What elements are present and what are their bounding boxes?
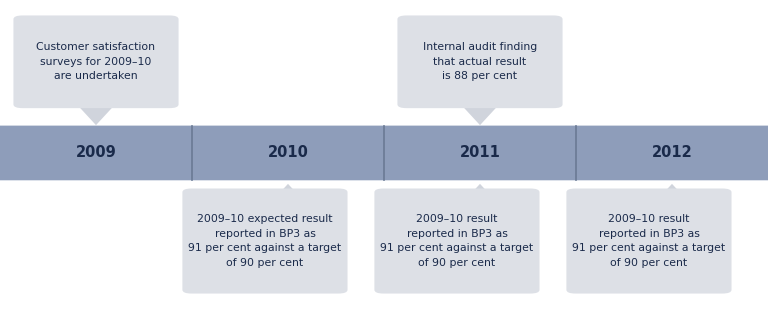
FancyBboxPatch shape [182, 188, 347, 294]
Polygon shape [460, 184, 500, 205]
Polygon shape [460, 104, 500, 125]
Polygon shape [76, 104, 116, 125]
FancyBboxPatch shape [397, 15, 562, 108]
Polygon shape [652, 184, 692, 205]
Text: Internal audit finding
that actual result
is 88 per cent: Internal audit finding that actual resul… [423, 42, 537, 81]
FancyBboxPatch shape [374, 188, 539, 294]
Text: 2009–10 result
reported in BP3 as
91 per cent against a target
of 90 per cent: 2009–10 result reported in BP3 as 91 per… [572, 214, 726, 268]
Text: 2009: 2009 [75, 146, 117, 160]
FancyBboxPatch shape [566, 188, 731, 294]
Text: 2010: 2010 [267, 146, 309, 160]
Text: Customer satisfaction
surveys for 2009–10
are undertaken: Customer satisfaction surveys for 2009–1… [37, 42, 155, 81]
FancyBboxPatch shape [0, 126, 768, 180]
Text: 2012: 2012 [651, 146, 693, 160]
Text: 2009–10 expected result
reported in BP3 as
91 per cent against a target
of 90 pe: 2009–10 expected result reported in BP3 … [188, 214, 342, 268]
FancyBboxPatch shape [14, 15, 178, 108]
Polygon shape [268, 184, 308, 205]
Text: 2011: 2011 [459, 146, 501, 160]
Text: 2009–10 result
reported in BP3 as
91 per cent against a target
of 90 per cent: 2009–10 result reported in BP3 as 91 per… [380, 214, 534, 268]
